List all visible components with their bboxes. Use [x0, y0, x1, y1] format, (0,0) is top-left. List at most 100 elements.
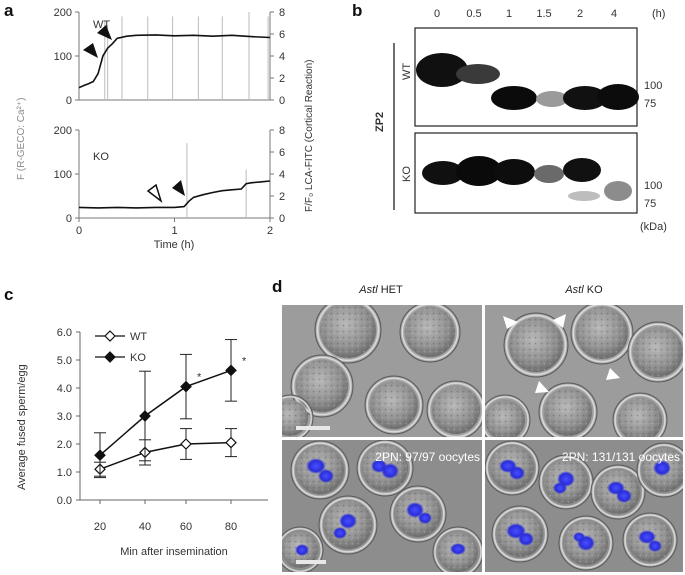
x-tick-label: 0 — [76, 225, 82, 237]
ko-blot-label: KO — [401, 166, 413, 182]
panel-a-right-axis-label: F/F₀ LCA-FITC (Cortical Reaction) — [304, 59, 315, 212]
time-unit: (h) — [652, 8, 665, 20]
mw-100-wt: 100 — [644, 80, 662, 92]
right-tick-label: 2 — [279, 73, 285, 85]
oocyte — [389, 485, 447, 543]
arrowhead-icon — [535, 381, 549, 393]
panel-d-letter: d — [272, 277, 282, 296]
right-tick-label: 8 — [279, 7, 285, 19]
data-point-ko — [180, 380, 192, 393]
right-tick-label: 8 — [279, 125, 285, 137]
col-header-het: Astl HET — [358, 284, 403, 296]
oocyte — [290, 440, 350, 500]
panel-a-left-axis-label: F (R-GECO: Ca²⁺) — [16, 98, 27, 181]
pronucleus — [450, 543, 466, 555]
time-label: 4 — [611, 8, 617, 20]
x-tick-label: 20 — [94, 521, 106, 533]
oocyte — [399, 305, 461, 363]
left-tick-label: 100 — [54, 169, 72, 181]
x-tick-label: 40 — [139, 521, 151, 533]
significance-marker: * — [242, 355, 247, 367]
time-label: 2 — [577, 8, 583, 20]
right-tick-label: 0 — [279, 213, 285, 225]
micrograph-het-hoechst: 2PN: 97/97 oocytes — [282, 440, 482, 572]
data-point-ko — [94, 449, 106, 462]
oocyte — [538, 382, 598, 437]
oocyte — [538, 454, 594, 510]
ko-label: KO — [93, 151, 109, 163]
time-label: 1 — [506, 8, 512, 20]
left-tick-label: 0 — [66, 95, 72, 107]
col-header-ko: Astl KO — [564, 284, 603, 296]
wt-western-blot — [414, 27, 639, 127]
oocyte — [282, 526, 324, 572]
time-labels: 0 0.5 1 1.5 2 4 — [434, 8, 617, 20]
oocyte — [491, 505, 549, 563]
ko-2pn-label: 2PN: 131/131 oocytes — [562, 450, 680, 464]
y-tick-label: 0.0 — [57, 495, 72, 507]
pronucleus — [318, 469, 334, 483]
oocyte — [570, 305, 634, 365]
right-tick-label: 4 — [279, 51, 285, 63]
panel-c-legend: WT KO — [95, 330, 147, 364]
oocyte — [622, 512, 678, 568]
right-tick-label: 4 — [279, 169, 285, 181]
oocyte — [485, 394, 531, 437]
significance-marker: * — [197, 372, 202, 384]
panel-a-xlabel: Time (h) — [154, 239, 195, 251]
y-tick-label: 1.0 — [57, 467, 72, 479]
right-tick-label: 0 — [279, 95, 285, 107]
oocyte — [432, 526, 482, 572]
pronucleus — [509, 466, 525, 480]
panel-c-ylabel: Average fused sperm/egg — [16, 364, 28, 490]
mw-100-ko: 100 — [644, 180, 662, 192]
micrograph-ko-hoechst: 2PN: 131/131 oocytes — [485, 440, 683, 572]
right-tick-label: 6 — [279, 147, 285, 159]
arrowhead-icon — [503, 316, 518, 329]
het-2pn-label: 2PN: 97/97 oocytes — [375, 450, 480, 464]
scale-bar — [296, 426, 330, 430]
data-point-wt — [180, 438, 192, 450]
oocyte — [426, 380, 482, 437]
panel-c-chart: 0.0 1.0 2.0 3.0 4.0 5.0 6.0 20 40 60 80 * * — [57, 327, 268, 533]
oocyte — [290, 354, 354, 418]
left-tick-label: 100 — [54, 51, 72, 63]
micrograph-ko-dic — [485, 305, 683, 437]
y-tick-label: 4.0 — [57, 383, 72, 395]
arrowhead-icon — [97, 25, 112, 40]
oocyte — [356, 440, 414, 497]
pronucleus — [381, 463, 399, 479]
oocyte — [485, 440, 540, 496]
pronucleus — [406, 502, 424, 518]
oocyte — [314, 305, 382, 364]
right-tick-label: 2 — [279, 191, 285, 203]
oocyte — [282, 394, 314, 437]
time-label: 0.5 — [466, 8, 481, 20]
pronucleus — [653, 460, 671, 476]
oocyte — [558, 515, 614, 571]
scale-bar — [296, 560, 326, 564]
micrograph-het-dic — [282, 305, 482, 437]
series-line-ko — [99, 369, 232, 456]
oocyte — [318, 495, 378, 555]
oocyte — [627, 321, 683, 383]
panel-b-letter: b — [352, 1, 362, 20]
panel-a-letter: a — [4, 1, 14, 20]
left-tick-label: 200 — [54, 7, 72, 19]
time-label: 0 — [434, 8, 440, 20]
x-tick-label: 1 — [171, 225, 177, 237]
ko-western-blot — [414, 132, 638, 214]
panel-c-letter: c — [4, 285, 13, 304]
pronucleus — [616, 489, 632, 503]
pronucleus — [553, 482, 567, 494]
y-tick-label: 6.0 — [57, 327, 72, 339]
oocyte — [503, 312, 569, 378]
wt-blot-label: WT — [401, 63, 413, 80]
arrowhead-icon — [606, 368, 620, 380]
oocyte — [612, 392, 668, 437]
oocyte — [364, 375, 424, 435]
legend-ko-label: KO — [130, 352, 146, 364]
zp2-label: ZP2 — [374, 112, 386, 132]
